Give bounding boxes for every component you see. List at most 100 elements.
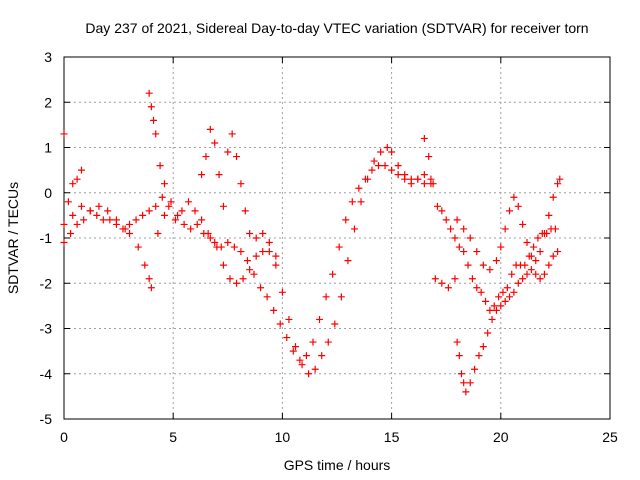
data-point-branch-c xyxy=(77,166,85,174)
data-point-branch-b xyxy=(302,352,310,360)
data-point-branch-c xyxy=(60,130,68,138)
y-tick-label: 3 xyxy=(44,49,52,65)
data-point-branch-d xyxy=(453,338,461,346)
data-point-branch-d xyxy=(536,248,544,256)
data-point-branch-c xyxy=(486,306,494,314)
data-point-branch-d xyxy=(532,257,540,265)
data-point-branch-a xyxy=(154,229,162,237)
x-axis-label: GPS time / hours xyxy=(284,457,391,473)
data-point-branch-a xyxy=(420,180,428,188)
data-point-branch-a xyxy=(292,343,300,351)
data-point-branch-a xyxy=(60,220,68,228)
data-point-branch-d xyxy=(492,306,500,314)
y-tick-labels: -5 -4 -3 -2 -1 0 1 2 3 xyxy=(40,49,53,427)
data-point-branch-c xyxy=(147,103,155,111)
data-point-branch-a xyxy=(388,148,396,156)
data-point-branch-c xyxy=(145,89,153,97)
data-points xyxy=(60,89,564,396)
data-point-branch-c xyxy=(464,261,472,269)
data-point-branch-a xyxy=(377,148,385,156)
data-point-branch-c xyxy=(530,243,538,251)
data-point-branch-c xyxy=(442,216,450,224)
data-point-branch-a xyxy=(145,275,153,283)
data-point-branch-c xyxy=(455,243,463,251)
data-point-branch-b xyxy=(224,239,232,247)
data-point-branch-d xyxy=(451,275,459,283)
data-point-branch-b xyxy=(368,166,376,174)
data-point-branch-b xyxy=(414,175,422,183)
data-point-branch-d xyxy=(540,270,548,278)
data-point-branch-a xyxy=(337,293,345,301)
data-point-branch-d xyxy=(486,266,494,274)
data-point-branch-c xyxy=(425,153,433,161)
data-point-branch-a xyxy=(219,261,227,269)
data-point-branch-d xyxy=(549,252,557,260)
x-tick-label: 5 xyxy=(169,429,177,445)
data-point-branch-d xyxy=(479,343,487,351)
data-point-branch-d xyxy=(455,352,463,360)
data-point-branch-b xyxy=(191,207,199,215)
data-point-branch-c xyxy=(438,207,446,215)
data-point-branch-c xyxy=(206,125,214,133)
data-point-branch-b xyxy=(407,180,415,188)
data-point-branch-d xyxy=(460,379,468,387)
data-point-branch-d xyxy=(466,234,474,242)
data-point-branch-a xyxy=(193,220,201,228)
x-tick-label: 15 xyxy=(384,429,400,445)
data-point-branch-c xyxy=(451,234,459,242)
data-point-branch-c xyxy=(246,229,254,237)
data-point-branch-b xyxy=(237,248,245,256)
data-point-branch-a xyxy=(206,234,214,242)
data-point-branch-d xyxy=(510,193,518,201)
data-point-branch-a xyxy=(239,275,247,283)
data-point-branch-d xyxy=(457,370,465,378)
data-point-branch-c xyxy=(272,252,280,260)
data-point-branch-c xyxy=(150,116,158,124)
data-point-branch-d xyxy=(523,270,531,278)
data-point-branch-a xyxy=(69,211,77,219)
data-point-branch-d xyxy=(466,379,474,387)
data-point-branch-b xyxy=(93,211,101,219)
data-point-branch-b xyxy=(361,175,369,183)
data-point-branch-b xyxy=(217,243,225,251)
data-point-branch-b xyxy=(270,306,278,314)
data-point-branch-a xyxy=(77,202,85,210)
data-point-branch-b xyxy=(86,207,94,215)
data-point-branch-a xyxy=(318,352,326,360)
data-point-branch-b xyxy=(348,198,356,206)
data-point-branch-c xyxy=(490,302,498,310)
data-point-branch-b xyxy=(106,216,114,224)
data-point-branch-d xyxy=(506,293,514,301)
data-point-branch-c xyxy=(429,180,437,188)
x-tick-label: 20 xyxy=(493,429,509,445)
data-point-branch-a xyxy=(167,198,175,206)
data-point-branch-d xyxy=(519,220,527,228)
data-point-branch-b xyxy=(204,229,212,237)
data-point-branch-d xyxy=(488,315,496,323)
data-point-branch-d xyxy=(473,248,481,256)
data-point-branch-a xyxy=(104,207,112,215)
data-point-branch-b xyxy=(342,216,350,224)
data-point-branch-a xyxy=(350,225,358,233)
data-point-branch-d xyxy=(497,243,505,251)
data-point-branch-b xyxy=(283,334,291,342)
data-point-branch-b xyxy=(401,175,409,183)
y-tick-label: -3 xyxy=(40,321,53,337)
data-point-branch-c xyxy=(69,180,77,188)
data-point-branch-b xyxy=(73,220,81,228)
data-point-branch-a xyxy=(331,320,339,328)
data-point-branch-c xyxy=(468,275,476,283)
data-point-branch-d xyxy=(514,279,522,287)
data-point-branch-c xyxy=(420,134,428,142)
data-point-branch-c xyxy=(477,288,485,296)
data-point-branch-d xyxy=(431,275,439,283)
data-point-branch-c xyxy=(224,148,232,156)
x-tick-label: 25 xyxy=(602,429,618,445)
data-point-branch-a xyxy=(259,248,267,256)
data-point-branch-d xyxy=(492,257,500,265)
data-point-branch-d xyxy=(510,288,518,296)
data-point-branch-d xyxy=(545,211,553,219)
data-point-branch-b xyxy=(316,315,324,323)
data-point-branch-b xyxy=(67,229,75,237)
data-point-branch-c xyxy=(211,139,219,147)
